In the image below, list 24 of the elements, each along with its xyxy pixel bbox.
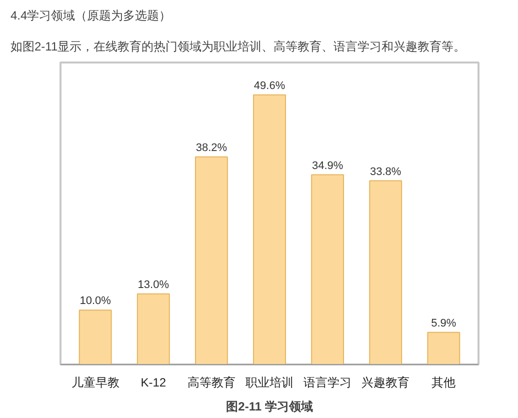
caption: 图2-11 学习领域 xyxy=(226,400,313,414)
x-tick-label: 高等教育 xyxy=(187,376,236,390)
x-tick-label: 儿童早教 xyxy=(71,376,120,390)
bar xyxy=(136,293,170,364)
bar xyxy=(253,94,286,364)
data-label: 33.8% xyxy=(370,166,402,178)
data-label: 38.2% xyxy=(196,142,228,154)
data-label: 34.9% xyxy=(312,160,344,172)
data-label: 10.0% xyxy=(80,295,112,308)
x-tick-label: 语言学习 xyxy=(304,376,352,390)
x-tick-label: 兴趣教育 xyxy=(362,376,410,390)
bar xyxy=(194,156,228,364)
bar xyxy=(311,174,344,364)
chart-title: 4.4学习领域（原题为多选题） xyxy=(10,8,172,22)
data-label: 5.9% xyxy=(431,317,456,330)
data-label: 13.0% xyxy=(138,278,170,291)
x-tick-label: 其他 xyxy=(432,376,456,390)
bar xyxy=(427,332,460,364)
bar xyxy=(369,180,402,364)
data-label: 49.6% xyxy=(254,80,286,92)
chart-subtitle: 如图2-11显示，在线教育的热门领域为职业培训、高等教育、语言学习和兴趣教育等。 xyxy=(10,40,466,54)
x-tick-label: 职业培训 xyxy=(246,376,294,390)
bar xyxy=(78,310,112,364)
x-tick-label: K-12 xyxy=(140,376,166,390)
